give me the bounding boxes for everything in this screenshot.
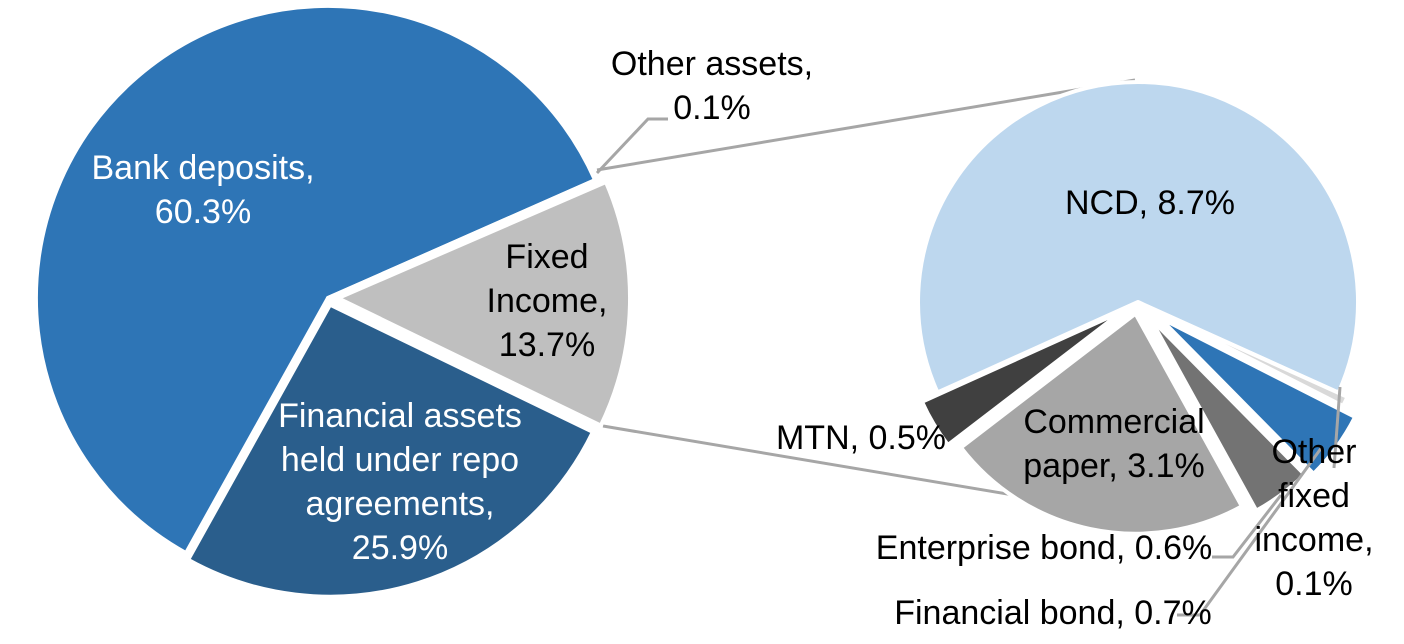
slice-bank-deposits <box>33 3 598 556</box>
connector-line-top <box>596 78 1136 172</box>
slice-other-assets <box>326 178 598 300</box>
leader-other-assets <box>595 117 668 175</box>
slice-ncd <box>916 79 1360 395</box>
leader-other-fixed-income <box>1332 386 1342 469</box>
main-pie-wedges <box>33 3 632 599</box>
slice-commercial-paper <box>958 311 1244 536</box>
slice-fixed-income <box>336 180 632 428</box>
slice-financial-assets-held-under-repo-agreements <box>186 302 595 599</box>
slice-enterprise-bond <box>1148 316 1307 513</box>
slice-mtn <box>920 309 1125 447</box>
slice-other-fixed-income <box>1145 304 1350 408</box>
leader-enterprise-bond <box>1212 494 1283 559</box>
secondary-pie-wedges <box>916 79 1360 536</box>
leader-financial-bond <box>1177 446 1324 617</box>
leader-lines <box>595 117 1342 617</box>
